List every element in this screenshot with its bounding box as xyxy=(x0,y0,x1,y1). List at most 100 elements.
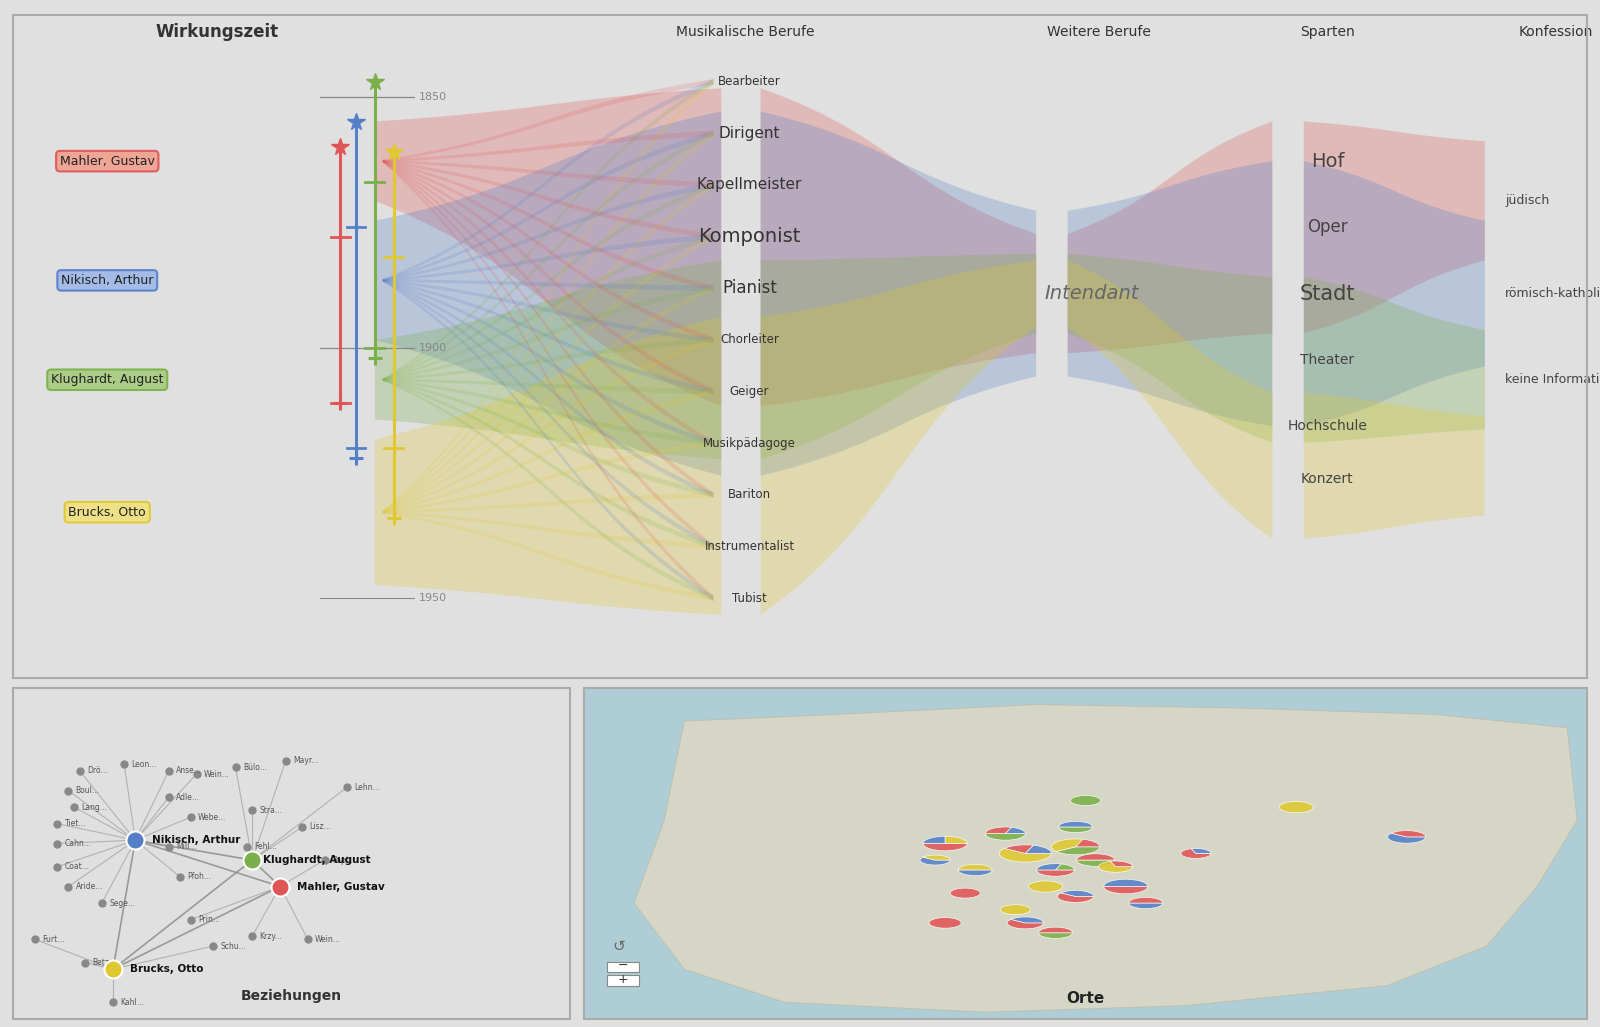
Text: Wein...: Wein... xyxy=(315,935,341,944)
Polygon shape xyxy=(382,183,714,281)
Polygon shape xyxy=(382,286,714,514)
Polygon shape xyxy=(760,254,1037,459)
Text: Mahler, Gustav: Mahler, Gustav xyxy=(59,155,155,167)
Polygon shape xyxy=(382,279,714,291)
Text: Kapellmeister: Kapellmeister xyxy=(698,178,802,192)
Wedge shape xyxy=(1051,839,1083,851)
Polygon shape xyxy=(374,88,722,407)
Wedge shape xyxy=(1181,848,1211,859)
Text: Musikpädagoge: Musikpädagoge xyxy=(702,436,797,450)
Polygon shape xyxy=(382,160,714,394)
Wedge shape xyxy=(1000,848,1051,862)
Polygon shape xyxy=(382,79,714,514)
Text: Konfession: Konfession xyxy=(1518,25,1594,39)
Text: Klughardt, August: Klughardt, August xyxy=(264,855,371,865)
Polygon shape xyxy=(382,510,714,601)
Polygon shape xyxy=(1067,261,1272,539)
Polygon shape xyxy=(760,88,1037,407)
Polygon shape xyxy=(382,492,714,514)
Text: Aride...: Aride... xyxy=(75,882,102,891)
Text: Weitere Berufe: Weitere Berufe xyxy=(1046,25,1150,39)
Text: Bearbeiter: Bearbeiter xyxy=(718,75,781,88)
Text: Oper: Oper xyxy=(1307,219,1347,236)
Wedge shape xyxy=(1058,892,1094,903)
Polygon shape xyxy=(382,160,714,188)
Wedge shape xyxy=(1059,822,1093,827)
Wedge shape xyxy=(986,834,1026,840)
Text: Pfoh...: Pfoh... xyxy=(187,872,211,881)
Text: Brucks, Otto: Brucks, Otto xyxy=(130,964,203,975)
Polygon shape xyxy=(1067,161,1272,426)
Text: Beziehungen: Beziehungen xyxy=(240,989,342,1002)
Polygon shape xyxy=(382,279,714,394)
Text: Intendant: Intendant xyxy=(1045,284,1139,303)
Wedge shape xyxy=(1037,864,1061,870)
Text: Leon...: Leon... xyxy=(131,760,157,768)
Wedge shape xyxy=(1037,870,1075,876)
Wedge shape xyxy=(958,870,992,876)
Text: 1900: 1900 xyxy=(419,343,446,352)
Polygon shape xyxy=(382,79,714,281)
Text: Wirkungszeit: Wirkungszeit xyxy=(155,23,278,41)
Wedge shape xyxy=(1128,898,1163,903)
Text: Musikalische Berufe: Musikalische Berufe xyxy=(675,25,814,39)
Text: Anse...: Anse... xyxy=(176,766,202,775)
Polygon shape xyxy=(382,79,714,381)
Polygon shape xyxy=(374,261,722,459)
Text: Drö...: Drö... xyxy=(86,766,107,775)
Polygon shape xyxy=(382,389,714,514)
Polygon shape xyxy=(382,378,714,549)
Text: Boul...: Boul... xyxy=(75,786,99,795)
Polygon shape xyxy=(382,130,714,281)
Polygon shape xyxy=(382,130,714,381)
Polygon shape xyxy=(382,441,714,514)
Text: Betz...: Betz... xyxy=(93,958,117,967)
Polygon shape xyxy=(382,183,714,514)
Polygon shape xyxy=(1067,121,1272,353)
Wedge shape xyxy=(920,858,950,865)
Wedge shape xyxy=(1000,905,1030,915)
Wedge shape xyxy=(1056,847,1099,854)
Wedge shape xyxy=(1192,848,1211,853)
Wedge shape xyxy=(1005,845,1034,853)
Polygon shape xyxy=(382,234,714,281)
Polygon shape xyxy=(382,160,714,498)
Wedge shape xyxy=(950,888,981,898)
Polygon shape xyxy=(382,79,714,162)
Text: Hof: Hof xyxy=(1310,152,1344,170)
Polygon shape xyxy=(760,112,1037,476)
Wedge shape xyxy=(1104,879,1147,886)
Wedge shape xyxy=(923,836,946,843)
Wedge shape xyxy=(1070,796,1101,805)
Text: Mahler, Gustav: Mahler, Gustav xyxy=(296,881,384,891)
Text: Sparten: Sparten xyxy=(1301,25,1355,39)
Polygon shape xyxy=(382,378,714,601)
Polygon shape xyxy=(634,705,1578,1013)
Polygon shape xyxy=(382,160,714,549)
Text: Tiet...: Tiet... xyxy=(64,820,86,828)
Wedge shape xyxy=(1075,839,1099,847)
Polygon shape xyxy=(382,378,714,446)
Text: Mill...: Mill... xyxy=(176,842,197,851)
Wedge shape xyxy=(1128,903,1163,909)
Polygon shape xyxy=(382,234,714,514)
Polygon shape xyxy=(382,160,714,239)
Text: Papi...: Papi... xyxy=(331,855,355,865)
Text: Komponist: Komponist xyxy=(699,227,802,246)
Text: Mayr...: Mayr... xyxy=(293,756,318,765)
Wedge shape xyxy=(1104,886,1147,893)
Polygon shape xyxy=(382,510,714,549)
Text: Krzy...: Krzy... xyxy=(259,931,282,941)
Polygon shape xyxy=(382,234,714,381)
Wedge shape xyxy=(1280,801,1314,812)
Polygon shape xyxy=(382,337,714,381)
Text: Konzert: Konzert xyxy=(1301,472,1354,486)
Wedge shape xyxy=(1005,828,1026,834)
Text: Tubist: Tubist xyxy=(733,592,766,605)
Polygon shape xyxy=(374,316,722,615)
Polygon shape xyxy=(1304,121,1485,334)
Text: Stra...: Stra... xyxy=(259,806,283,815)
Text: Adle...: Adle... xyxy=(176,793,200,802)
Text: Dirigent: Dirigent xyxy=(718,126,781,141)
Text: Wein...: Wein... xyxy=(203,769,230,778)
